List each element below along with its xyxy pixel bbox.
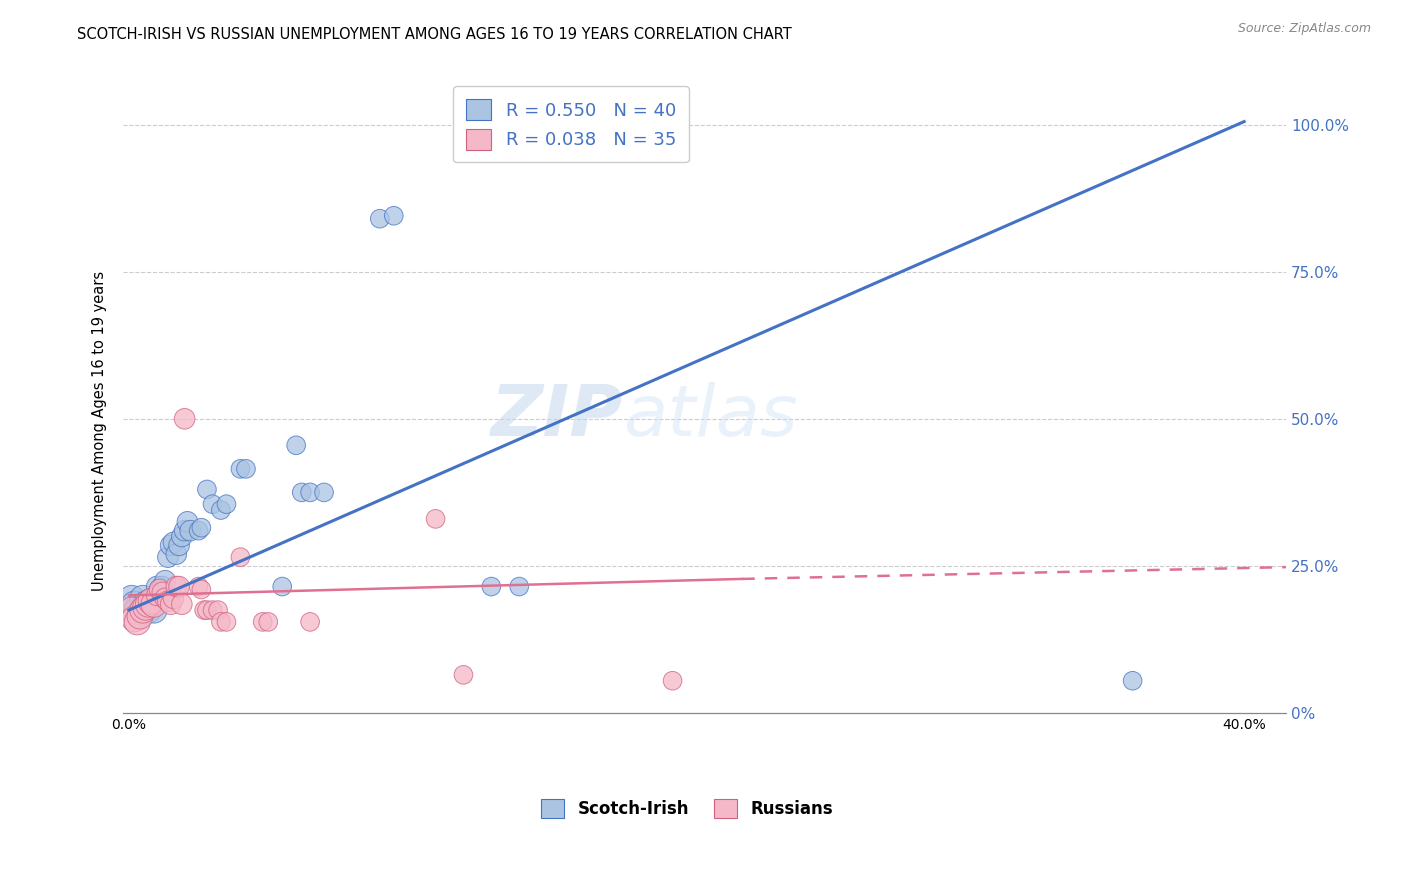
Point <box>162 591 184 606</box>
Point <box>132 591 155 606</box>
Point <box>124 597 146 611</box>
Point <box>661 673 683 688</box>
Point <box>190 582 212 597</box>
Point <box>425 512 447 526</box>
Point <box>173 412 195 426</box>
Point <box>453 668 475 682</box>
Point <box>148 582 170 597</box>
Point <box>201 603 224 617</box>
Point <box>215 615 238 629</box>
Point <box>138 597 160 611</box>
Point <box>479 580 502 594</box>
Point <box>187 524 209 538</box>
Point <box>165 547 187 561</box>
Point <box>138 603 160 617</box>
Point <box>162 535 184 549</box>
Point <box>127 615 149 629</box>
Point <box>167 580 190 594</box>
Point <box>135 597 157 611</box>
Point <box>285 438 308 452</box>
Point <box>215 497 238 511</box>
Point <box>207 603 229 617</box>
Point <box>143 597 166 611</box>
Point <box>291 485 314 500</box>
Point <box>187 580 209 594</box>
Point <box>170 597 193 611</box>
Point <box>135 600 157 615</box>
Point <box>159 538 181 552</box>
Point <box>153 591 176 606</box>
Text: SCOTCH-IRISH VS RUSSIAN UNEMPLOYMENT AMONG AGES 16 TO 19 YEARS CORRELATION CHART: SCOTCH-IRISH VS RUSSIAN UNEMPLOYMENT AMO… <box>77 27 792 42</box>
Point <box>257 615 280 629</box>
Point <box>252 615 274 629</box>
Point <box>141 594 163 608</box>
Point <box>190 521 212 535</box>
Point <box>193 603 215 617</box>
Point <box>150 585 173 599</box>
Point <box>176 515 198 529</box>
Point <box>195 603 218 617</box>
Text: Source: ZipAtlas.com: Source: ZipAtlas.com <box>1237 22 1371 36</box>
Point <box>143 603 166 617</box>
Point <box>129 609 152 624</box>
Point <box>148 582 170 597</box>
Point <box>132 603 155 617</box>
Point <box>159 597 181 611</box>
Point <box>229 550 252 565</box>
Point <box>179 524 201 538</box>
Point <box>195 483 218 497</box>
Point <box>508 580 530 594</box>
Point <box>145 588 167 602</box>
Point <box>127 603 149 617</box>
Point <box>209 503 232 517</box>
Text: ZIP: ZIP <box>491 382 623 451</box>
Point <box>129 606 152 620</box>
Text: atlas: atlas <box>623 382 797 451</box>
Legend: Scotch-Irish, Russians: Scotch-Irish, Russians <box>534 792 841 825</box>
Point <box>382 209 405 223</box>
Point <box>150 580 173 594</box>
Point <box>299 615 322 629</box>
Point <box>368 211 391 226</box>
Point <box>165 580 187 594</box>
Point <box>229 462 252 476</box>
Y-axis label: Unemployment Among Ages 16 to 19 years: Unemployment Among Ages 16 to 19 years <box>93 270 107 591</box>
Point <box>156 594 179 608</box>
Point <box>1122 673 1144 688</box>
Point <box>201 497 224 511</box>
Point <box>124 612 146 626</box>
Point <box>121 603 143 617</box>
Point <box>209 615 232 629</box>
Point <box>312 485 335 500</box>
Point <box>173 524 195 538</box>
Point <box>167 538 190 552</box>
Point <box>156 550 179 565</box>
Point <box>141 594 163 608</box>
Point <box>121 591 143 606</box>
Point <box>271 580 294 594</box>
Point <box>153 574 176 588</box>
Point <box>145 580 167 594</box>
Point <box>299 485 322 500</box>
Point <box>235 462 257 476</box>
Point <box>170 529 193 543</box>
